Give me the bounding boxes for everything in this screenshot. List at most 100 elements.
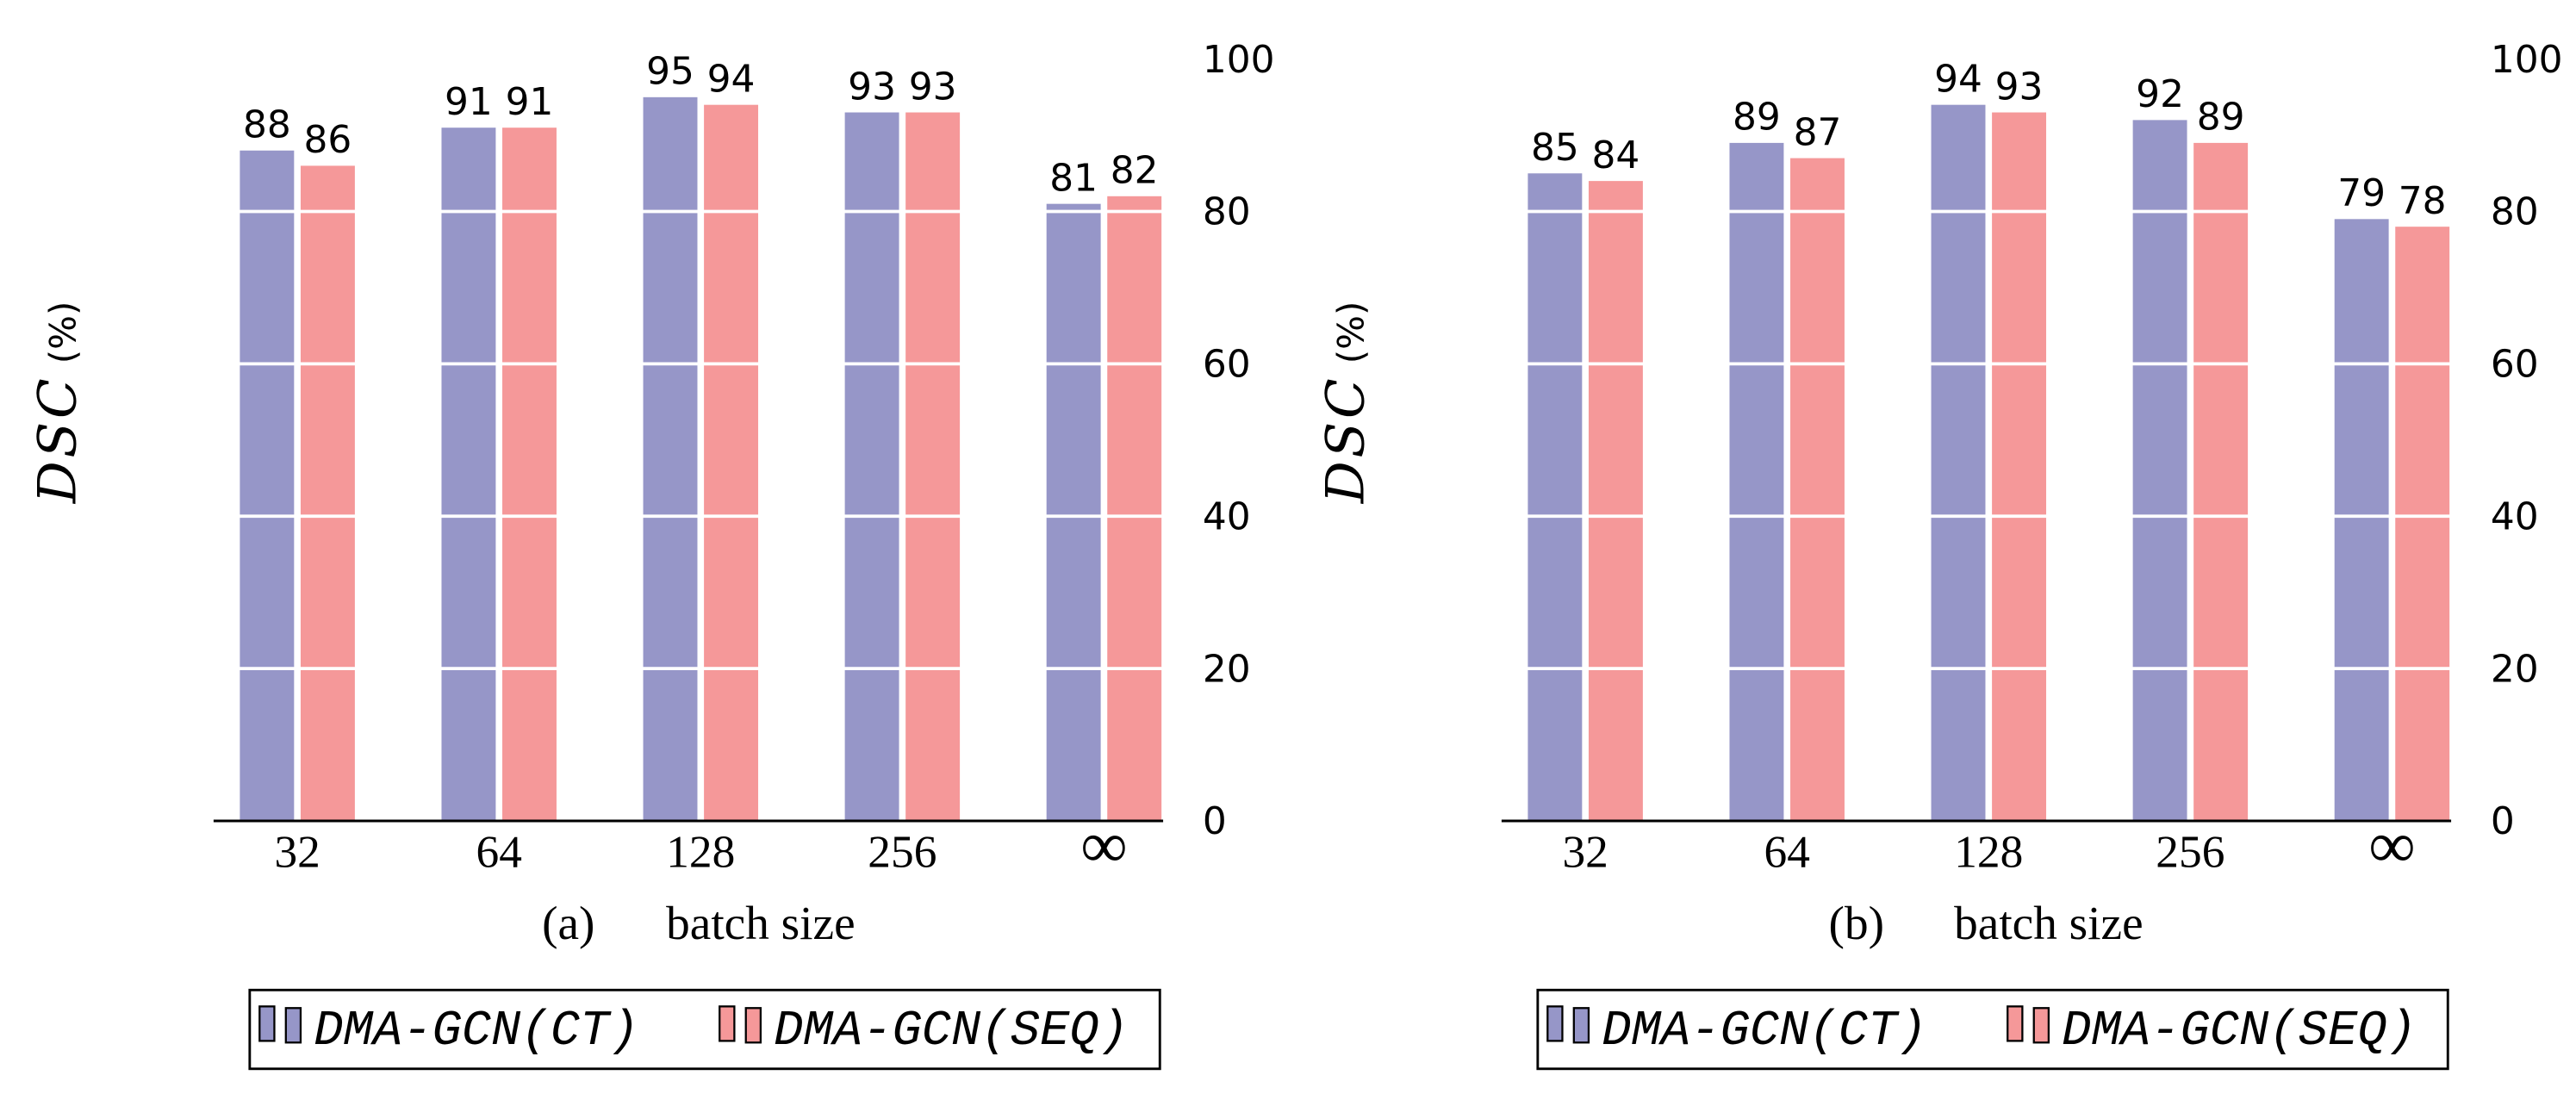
data-label-dma-gcn-seq-infinity: 82 <box>1111 149 1159 193</box>
legend-box <box>1536 988 2449 1071</box>
chart-panel-a: 88 91 95 93 81 86 91 94 93 82 0 20 40 60 80 100 32 64 128 2… <box>28 38 1275 1071</box>
y-tick-label: 60 <box>2491 343 2539 387</box>
y-tick-label: 0 <box>1203 799 1227 843</box>
x-tick-label-256: 256 <box>868 825 936 877</box>
legend-entry-dma-gcn-ct: DMA-GCN(CT) <box>258 1004 639 1060</box>
data-label-dma-gcn-seq-infinity: 78 <box>2399 179 2447 223</box>
data-labels: 88 91 95 93 81 86 91 94 93 82 <box>243 50 1159 201</box>
chart-panel-b: 85 89 94 92 79 84 87 93 89 78 0 20 40 60 80 100 32 64 128 2… <box>1316 38 2563 1071</box>
x-axis-label: batch size <box>666 897 855 949</box>
x-tick-label-32: 32 <box>274 825 320 877</box>
y-tick-label: 20 <box>1203 647 1251 691</box>
x-tick-label-infinity: ∞ <box>2368 809 2415 881</box>
y-tick-label: 40 <box>2491 494 2539 538</box>
bars <box>1528 104 2450 821</box>
bar-dma-gcn-ct-infinity <box>1046 203 1101 821</box>
x-tick-label-128: 128 <box>666 825 735 877</box>
bar-dma-gcn-seq-256 <box>2193 142 2249 821</box>
data-label-dma-gcn-ct-infinity: 79 <box>2337 171 2386 215</box>
bar-dma-gcn-ct-128 <box>1931 104 1986 821</box>
data-label-dma-gcn-ct-32: 85 <box>1531 126 1579 170</box>
y-tick-label: 80 <box>1203 190 1251 234</box>
data-label-dma-gcn-ct-64: 91 <box>445 80 493 124</box>
bar-dma-gcn-seq-infinity <box>1107 196 1162 821</box>
bar-dma-gcn-ct-infinity <box>2334 219 2389 821</box>
bars <box>240 96 1162 821</box>
y-tick-label: 60 <box>1203 343 1251 387</box>
data-label-dma-gcn-seq-32: 86 <box>304 118 352 162</box>
legend-entry-dma-gcn-ct: DMA-GCN(CT) <box>1546 1004 1927 1060</box>
legend-label: DMA-GCN(CT) <box>1602 1004 1927 1060</box>
data-label-dma-gcn-seq-256: 93 <box>909 65 957 109</box>
legend-swatch <box>2007 1005 2024 1042</box>
data-label-dma-gcn-ct-32: 88 <box>243 103 291 147</box>
bar-dma-gcn-seq-256 <box>905 112 961 821</box>
data-label-dma-gcn-ct-256: 92 <box>2136 72 2184 116</box>
y-tick-label: 100 <box>2491 38 2563 82</box>
x-tick-label-128: 128 <box>1954 825 2023 877</box>
data-label-dma-gcn-seq-64: 87 <box>1794 110 1842 154</box>
data-label-dma-gcn-ct-128: 95 <box>646 50 694 94</box>
data-label-dma-gcn-ct-128: 94 <box>1934 57 1982 101</box>
data-label-dma-gcn-seq-128: 93 <box>1995 65 2044 109</box>
x-tick-label-64: 64 <box>476 825 522 877</box>
bar-dma-gcn-seq-64 <box>502 127 557 821</box>
panel-label: (b) <box>1829 897 1884 949</box>
panel-label: (a) <box>542 897 594 949</box>
data-label-dma-gcn-seq-128: 94 <box>707 57 756 101</box>
bar-dma-gcn-seq-infinity <box>2395 227 2450 821</box>
gridlines <box>213 57 1164 671</box>
bar-dma-gcn-ct-64 <box>1729 142 1784 821</box>
data-label-dma-gcn-ct-64: 89 <box>1733 96 1781 140</box>
y-axis-label: DSC (%) <box>1316 301 1377 505</box>
bar-dma-gcn-ct-256 <box>2132 120 2187 821</box>
legend-swatch <box>744 1007 762 1044</box>
legend-box <box>248 988 1161 1071</box>
y-tick-label: 80 <box>2491 190 2539 234</box>
x-axis-ticks: 32 64 128 256 ∞ <box>1562 809 2415 881</box>
legend-label: DMA-GCN(CT) <box>314 1004 639 1060</box>
legend-label: DMA-GCN(SEQ) <box>774 1004 1129 1060</box>
bar-dma-gcn-seq-128 <box>704 104 759 821</box>
bar-dma-gcn-ct-32 <box>1528 173 1583 821</box>
x-axis-label: batch size <box>1954 897 2143 949</box>
legend-entry-dma-gcn-seq: DMA-GCN(SEQ) <box>2007 1004 2417 1060</box>
data-label-dma-gcn-ct-256: 93 <box>848 65 896 109</box>
legend-swatch <box>258 1005 276 1042</box>
bar-dma-gcn-seq-128 <box>1992 112 2047 821</box>
data-labels: 85 89 94 92 79 84 87 93 89 78 <box>1531 57 2447 222</box>
bar-dma-gcn-ct-256 <box>844 112 899 821</box>
bar-dma-gcn-seq-32 <box>300 165 355 821</box>
legend-entry-dma-gcn-seq: DMA-GCN(SEQ) <box>719 1004 1129 1060</box>
bar-dma-gcn-ct-32 <box>240 150 295 821</box>
y-tick-label: 20 <box>2491 647 2539 691</box>
data-label-dma-gcn-ct-infinity: 81 <box>1049 156 1098 200</box>
x-tick-label-256: 256 <box>2156 825 2224 877</box>
legend-label: DMA-GCN(SEQ) <box>2062 1004 2417 1060</box>
data-label-dma-gcn-seq-64: 91 <box>506 80 554 124</box>
legend-swatch <box>2032 1007 2050 1044</box>
x-tick-label-32: 32 <box>1562 825 1608 877</box>
y-tick-label: 100 <box>1203 38 1275 82</box>
y-axis-ticks: 0 20 40 60 80 100 <box>2491 38 2563 843</box>
legend-swatch <box>1546 1005 1564 1042</box>
bar-dma-gcn-seq-32 <box>1588 181 1643 821</box>
legend-swatch <box>284 1007 302 1044</box>
legend-swatch <box>1572 1007 1590 1044</box>
data-label-dma-gcn-seq-256: 89 <box>2197 96 2245 140</box>
bar-dma-gcn-ct-64 <box>441 127 496 821</box>
data-label-dma-gcn-seq-32: 84 <box>1592 134 1640 177</box>
bar-dma-gcn-ct-128 <box>643 96 698 821</box>
x-tick-label-64: 64 <box>1764 825 1810 877</box>
gridlines <box>1501 57 2452 671</box>
x-axis-ticks: 32 64 128 256 ∞ <box>274 809 1127 881</box>
y-axis-label: DSC (%) <box>28 301 89 505</box>
y-tick-label: 0 <box>2491 799 2515 843</box>
y-axis-ticks: 0 20 40 60 80 100 <box>1203 38 1275 843</box>
y-tick-label: 40 <box>1203 494 1251 538</box>
x-tick-label-infinity: ∞ <box>1080 809 1127 881</box>
legend: DMA-GCN(CT) DMA-GCN(SEQ) <box>248 988 1161 1071</box>
legend-swatch <box>719 1005 736 1042</box>
